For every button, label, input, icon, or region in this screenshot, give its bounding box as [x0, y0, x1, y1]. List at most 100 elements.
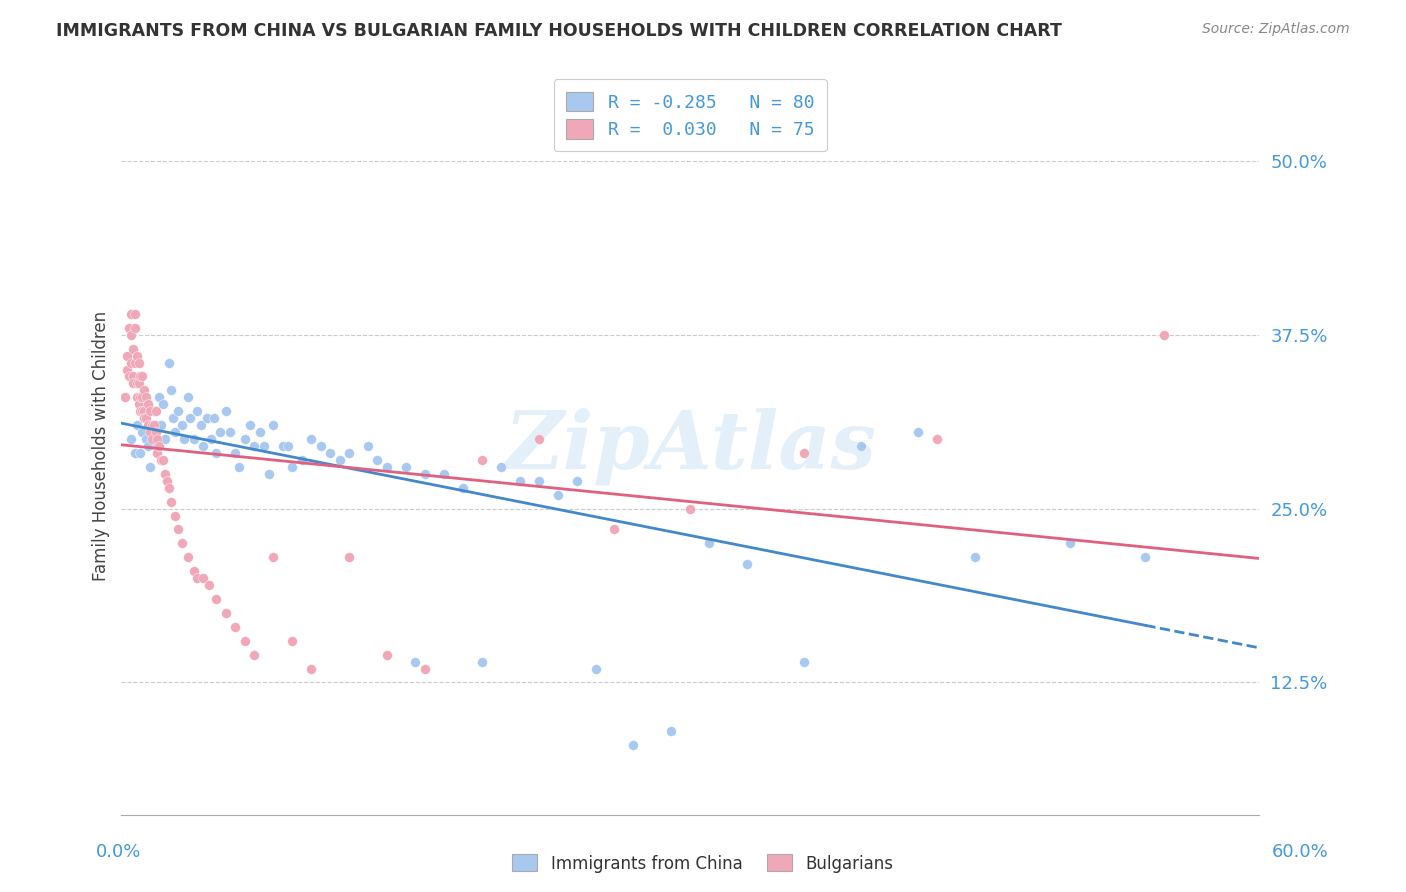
- Point: [233, 432, 256, 446]
- Point: [152, 397, 174, 411]
- Point: [124, 446, 146, 460]
- Point: [195, 411, 218, 425]
- Point: [134, 411, 156, 425]
- Point: [139, 459, 162, 474]
- Point: [136, 397, 159, 411]
- Point: [319, 446, 342, 460]
- Point: [527, 474, 550, 488]
- Point: [134, 404, 156, 418]
- Point: [120, 327, 142, 342]
- Y-axis label: Family Households with Children: Family Households with Children: [93, 311, 110, 581]
- Point: [849, 439, 872, 453]
- Point: [793, 446, 815, 460]
- Point: [679, 501, 702, 516]
- Point: [145, 425, 167, 439]
- Point: [249, 425, 271, 439]
- Point: [337, 446, 360, 460]
- Point: [177, 390, 200, 404]
- Point: [907, 425, 929, 439]
- Point: [134, 411, 156, 425]
- Point: [243, 648, 266, 662]
- Point: [191, 571, 214, 585]
- Point: [224, 446, 246, 460]
- Point: [253, 439, 276, 453]
- Point: [148, 439, 170, 453]
- Point: [131, 425, 153, 439]
- Point: [124, 307, 146, 321]
- Point: [159, 494, 181, 508]
- Point: [121, 342, 143, 356]
- Point: [162, 411, 184, 425]
- Text: 60.0%: 60.0%: [1272, 843, 1329, 861]
- Point: [129, 369, 152, 384]
- Point: [128, 355, 150, 369]
- Point: [146, 439, 169, 453]
- Point: [197, 578, 219, 592]
- Point: [1135, 550, 1157, 565]
- Point: [547, 488, 569, 502]
- Point: [156, 474, 179, 488]
- Point: [186, 404, 208, 418]
- Point: [527, 432, 550, 446]
- Point: [262, 418, 284, 433]
- Point: [404, 655, 426, 669]
- Point: [243, 439, 266, 453]
- Point: [120, 307, 142, 321]
- Text: IMMIGRANTS FROM CHINA VS BULGARIAN FAMILY HOUSEHOLDS WITH CHILDREN CORRELATION C: IMMIGRANTS FROM CHINA VS BULGARIAN FAMIL…: [56, 22, 1062, 40]
- Point: [125, 349, 148, 363]
- Point: [281, 633, 304, 648]
- Point: [118, 320, 141, 334]
- Point: [200, 432, 222, 446]
- Point: [131, 369, 153, 384]
- Point: [150, 418, 173, 433]
- Point: [451, 481, 474, 495]
- Point: [793, 655, 815, 669]
- Point: [167, 523, 190, 537]
- Point: [120, 355, 142, 369]
- Point: [205, 446, 228, 460]
- Point: [413, 467, 436, 481]
- Point: [153, 432, 176, 446]
- Point: [375, 459, 398, 474]
- Legend: R = -0.285   N = 80, R =  0.030   N = 75: R = -0.285 N = 80, R = 0.030 N = 75: [554, 79, 827, 152]
- Point: [145, 404, 167, 418]
- Point: [281, 459, 304, 474]
- Point: [141, 432, 163, 446]
- Point: [114, 390, 136, 404]
- Point: [299, 661, 322, 675]
- Point: [191, 439, 214, 453]
- Point: [186, 571, 208, 585]
- Point: [129, 446, 152, 460]
- Point: [661, 724, 683, 739]
- Text: ZipAtlas: ZipAtlas: [505, 408, 876, 484]
- Point: [118, 369, 141, 384]
- Point: [183, 564, 205, 578]
- Point: [395, 459, 418, 474]
- Point: [135, 390, 157, 404]
- Point: [1059, 536, 1081, 550]
- Point: [202, 411, 225, 425]
- Point: [925, 432, 948, 446]
- Point: [259, 467, 281, 481]
- Point: [159, 384, 181, 398]
- Legend: Immigrants from China, Bulgarians: Immigrants from China, Bulgarians: [506, 847, 900, 880]
- Point: [167, 404, 190, 418]
- Point: [215, 404, 238, 418]
- Point: [139, 404, 162, 418]
- Point: [115, 349, 138, 363]
- Point: [603, 523, 626, 537]
- Point: [142, 418, 165, 433]
- Text: Source: ZipAtlas.com: Source: ZipAtlas.com: [1202, 22, 1350, 37]
- Point: [131, 390, 153, 404]
- Point: [125, 390, 148, 404]
- Point: [623, 738, 645, 752]
- Point: [139, 425, 162, 439]
- Point: [131, 404, 153, 418]
- Point: [509, 474, 531, 488]
- Point: [163, 508, 186, 523]
- Point: [366, 453, 388, 467]
- Point: [135, 432, 157, 446]
- Point: [125, 418, 148, 433]
- Point: [129, 390, 152, 404]
- Point: [136, 439, 159, 453]
